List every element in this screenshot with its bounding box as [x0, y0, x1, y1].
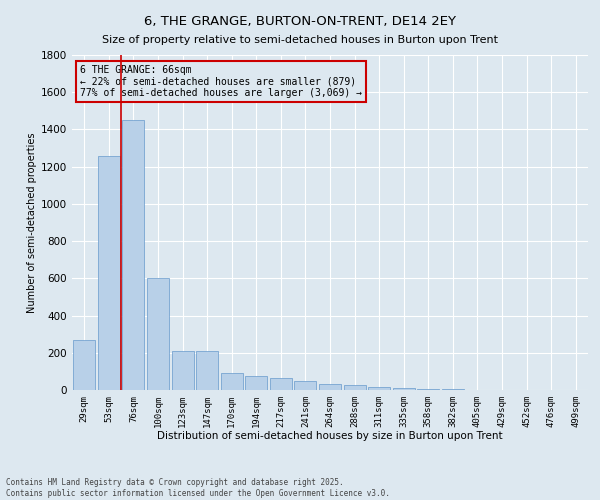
Bar [122, 120, 145, 390]
Bar [344, 386, 365, 390]
Bar [368, 387, 390, 390]
Bar [221, 373, 243, 390]
Bar [417, 389, 439, 390]
Bar [147, 278, 169, 390]
Bar [319, 384, 341, 390]
Text: 6 THE GRANGE: 66sqm
← 22% of semi-detached houses are smaller (879)
77% of semi-: 6 THE GRANGE: 66sqm ← 22% of semi-detach… [80, 65, 362, 98]
Text: 6, THE GRANGE, BURTON-ON-TRENT, DE14 2EY: 6, THE GRANGE, BURTON-ON-TRENT, DE14 2EY [144, 15, 456, 28]
Bar [98, 156, 120, 390]
Bar [270, 378, 292, 390]
Bar [196, 351, 218, 390]
Text: Size of property relative to semi-detached houses in Burton upon Trent: Size of property relative to semi-detach… [102, 35, 498, 45]
Bar [73, 340, 95, 390]
Bar [245, 376, 268, 390]
Bar [172, 351, 194, 390]
Y-axis label: Number of semi-detached properties: Number of semi-detached properties [27, 132, 37, 313]
Bar [295, 380, 316, 390]
Text: Contains HM Land Registry data © Crown copyright and database right 2025.
Contai: Contains HM Land Registry data © Crown c… [6, 478, 390, 498]
X-axis label: Distribution of semi-detached houses by size in Burton upon Trent: Distribution of semi-detached houses by … [157, 432, 503, 442]
Bar [392, 388, 415, 390]
